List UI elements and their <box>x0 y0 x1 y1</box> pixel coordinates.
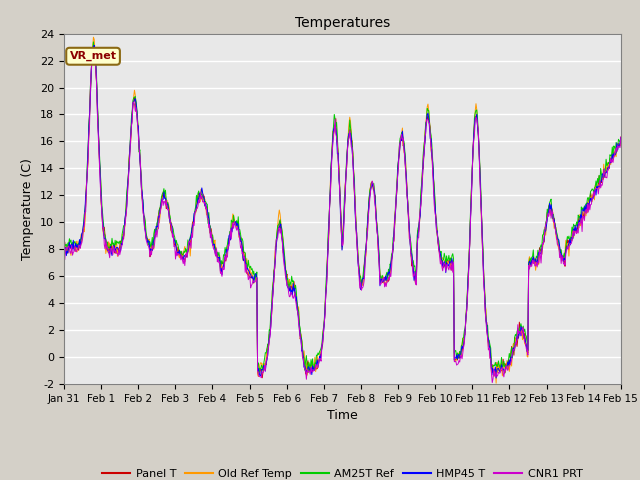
Y-axis label: Temperature (C): Temperature (C) <box>22 158 35 260</box>
AM25T Ref <box>70 240 78 246</box>
Panel T <box>259 375 266 381</box>
Old Ref Temp <box>90 34 97 40</box>
CNR1 PRT <box>617 134 625 140</box>
Legend: Panel T, Old Ref Temp, AM25T Ref, HMP45 T, CNR1 PRT: Panel T, Old Ref Temp, AM25T Ref, HMP45 … <box>98 465 587 480</box>
CNR1 PRT <box>90 46 97 52</box>
HMP45 T <box>60 251 68 256</box>
Line: HMP45 T: HMP45 T <box>64 46 621 378</box>
Panel T <box>428 153 436 159</box>
Panel T <box>412 281 419 287</box>
HMP45 T <box>428 136 435 142</box>
Line: Panel T: Panel T <box>64 47 621 378</box>
CNR1 PRT <box>70 249 78 254</box>
Panel T <box>128 111 136 117</box>
HMP45 T <box>492 375 500 381</box>
Panel T <box>214 256 222 262</box>
AM25T Ref <box>185 242 193 248</box>
HMP45 T <box>214 254 222 260</box>
Title: Temperatures: Temperatures <box>295 16 390 30</box>
CNR1 PRT <box>428 143 435 149</box>
AM25T Ref <box>617 136 625 142</box>
Line: CNR1 PRT: CNR1 PRT <box>64 49 621 383</box>
Old Ref Temp <box>185 242 193 248</box>
AM25T Ref <box>128 108 136 114</box>
HMP45 T <box>128 111 136 117</box>
HMP45 T <box>185 245 193 251</box>
CNR1 PRT <box>185 240 193 245</box>
HMP45 T <box>617 135 625 141</box>
CNR1 PRT <box>60 238 68 243</box>
Old Ref Temp <box>70 244 78 250</box>
HMP45 T <box>411 269 419 275</box>
Panel T <box>70 246 78 252</box>
Panel T <box>90 44 97 50</box>
HMP45 T <box>70 248 78 253</box>
CNR1 PRT <box>411 269 419 275</box>
Line: Old Ref Temp: Old Ref Temp <box>64 37 621 383</box>
Old Ref Temp <box>428 138 435 144</box>
Old Ref Temp <box>60 246 68 252</box>
CNR1 PRT <box>128 119 136 125</box>
X-axis label: Time: Time <box>327 409 358 422</box>
AM25T Ref <box>412 273 419 279</box>
CNR1 PRT <box>488 380 496 385</box>
Old Ref Temp <box>492 380 500 386</box>
Line: AM25T Ref: AM25T Ref <box>64 42 621 372</box>
Panel T <box>60 249 68 255</box>
AM25T Ref <box>428 142 436 147</box>
AM25T Ref <box>90 39 97 45</box>
Old Ref Temp <box>617 141 625 146</box>
Old Ref Temp <box>411 272 419 277</box>
Panel T <box>185 245 193 251</box>
Old Ref Temp <box>128 112 136 118</box>
Panel T <box>617 134 625 140</box>
CNR1 PRT <box>214 256 222 262</box>
AM25T Ref <box>214 253 222 259</box>
Text: VR_met: VR_met <box>70 51 116 61</box>
Old Ref Temp <box>214 255 222 261</box>
HMP45 T <box>90 43 98 48</box>
AM25T Ref <box>60 241 68 247</box>
AM25T Ref <box>304 370 312 375</box>
